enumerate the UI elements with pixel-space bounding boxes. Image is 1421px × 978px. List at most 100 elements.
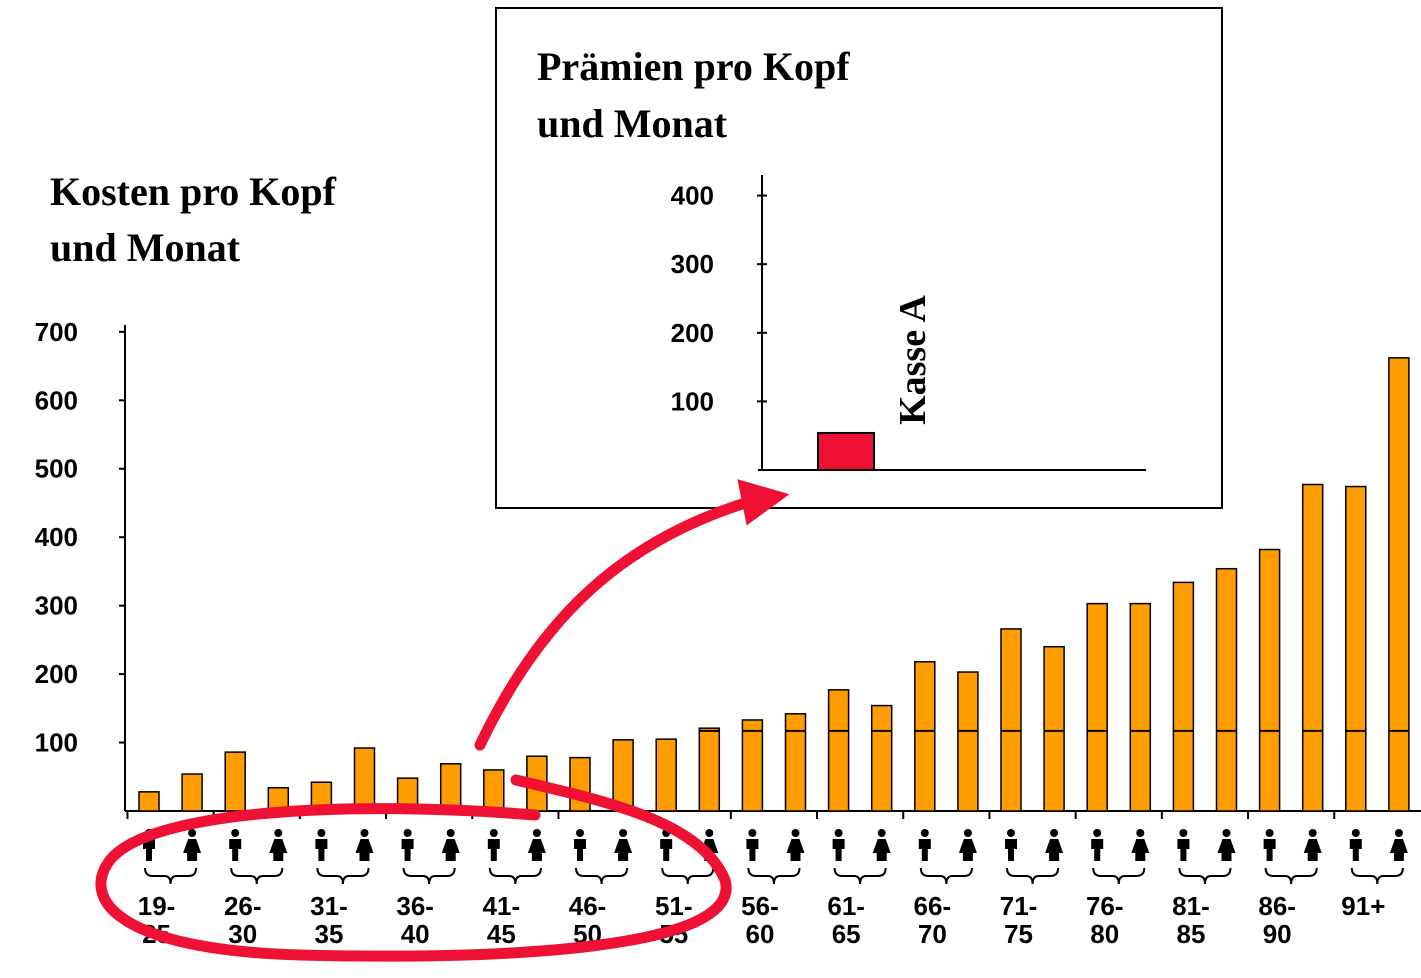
bar [138,791,160,812]
chart-title: und Monat [50,225,241,270]
x-tick-label: 40 [401,919,430,949]
bar [870,704,893,812]
highlight-ellipse [95,774,732,962]
bar [181,773,203,812]
man-icon [832,839,845,861]
brace [1092,867,1146,885]
woman-icon [1217,839,1236,861]
woman-icon [1136,829,1145,837]
man-icon [317,829,326,837]
man-icon [1265,829,1274,837]
bar-label: Kasse A [892,295,934,425]
woman-icon [355,839,374,861]
bar [1345,485,1367,812]
man-icon [403,829,412,837]
x-tick-label: 86- [1258,891,1296,921]
woman-icon [963,829,972,837]
x-tick-label: 71- [1000,891,1038,921]
x-tick-label: 41- [483,891,521,921]
bar [741,719,764,812]
arrow [474,494,761,751]
man-icon [1351,829,1360,837]
bar [1043,645,1065,812]
bar [1388,357,1410,812]
woman-icon [360,829,369,837]
man-icon [920,829,929,837]
bar [698,727,721,812]
man-icon [748,829,757,837]
x-tick-label: 81- [1172,891,1210,921]
bar [914,661,936,812]
brace [316,867,370,885]
man-icon [746,839,759,861]
woman-icon [958,839,977,861]
man-icon [1007,829,1015,837]
y-tick-label: 500 [35,454,78,484]
y-tick-label: 200 [35,659,78,689]
woman-icon [705,829,714,837]
brace [488,867,542,885]
x-tick-label: 91+ [1341,891,1385,921]
brace [1350,867,1404,885]
woman-icon [877,829,886,837]
bar [1000,628,1022,812]
inset-chart: Prämien pro Kopf und Monat 100 200 300 400 Kas… [537,44,1146,472]
woman-icon [619,829,628,837]
bar [827,689,850,812]
x-tick-label: 76- [1086,891,1124,921]
man-icon [660,839,673,861]
woman-icon [872,839,891,861]
brace [833,867,887,885]
man-icon [1005,839,1017,861]
woman-icon [1050,829,1059,837]
x-tick-label: 75 [1004,919,1033,949]
bar [1129,602,1152,812]
bar [439,763,462,812]
man-icon [1177,839,1190,861]
x-tick-label: 60 [745,919,774,949]
x-tick-label: 36- [396,891,434,921]
x-tick-label: 51- [655,891,693,921]
x-tick-label: 26- [224,891,262,921]
bar [483,769,505,812]
man-icon [1349,839,1362,861]
woman-icon [786,839,805,861]
y-tick-label: 600 [35,385,78,415]
man-icon [834,829,843,837]
man-icon [1093,829,1102,837]
y-tick-label: 100 [35,728,78,758]
inset-frame [495,7,1223,509]
x-tick-label: 45 [487,919,516,949]
y-tick-label: 400 [671,181,714,211]
bar [353,747,376,812]
man-icon [231,829,240,837]
man-icon [315,839,328,861]
brace [919,867,973,885]
bar [1258,548,1281,812]
x-tick-label: 61- [827,891,865,921]
annotation [95,479,790,962]
x-tick-label: 65 [832,919,861,949]
y-tick-label: 100 [671,386,714,416]
man-icon [1263,839,1276,861]
woman-icon [269,839,288,861]
y-tick-label: 300 [35,591,78,621]
bar [1086,602,1108,812]
bar [655,738,677,812]
man-icon [401,839,414,861]
bar [1215,567,1238,812]
man-icon [143,839,155,861]
woman-icon [1131,839,1150,861]
bar [784,713,807,812]
arrow-head [737,479,790,526]
inset-title: Prämien pro Kopf [537,44,850,89]
y-tick-label: 300 [671,249,714,279]
woman-icon [532,829,541,837]
brace [661,867,715,885]
x-tick-label: 66- [914,891,952,921]
woman-icon [1045,839,1064,861]
bar [1301,483,1324,812]
bar [817,431,875,472]
brace [1006,867,1060,885]
x-tick-label: 31- [310,891,348,921]
